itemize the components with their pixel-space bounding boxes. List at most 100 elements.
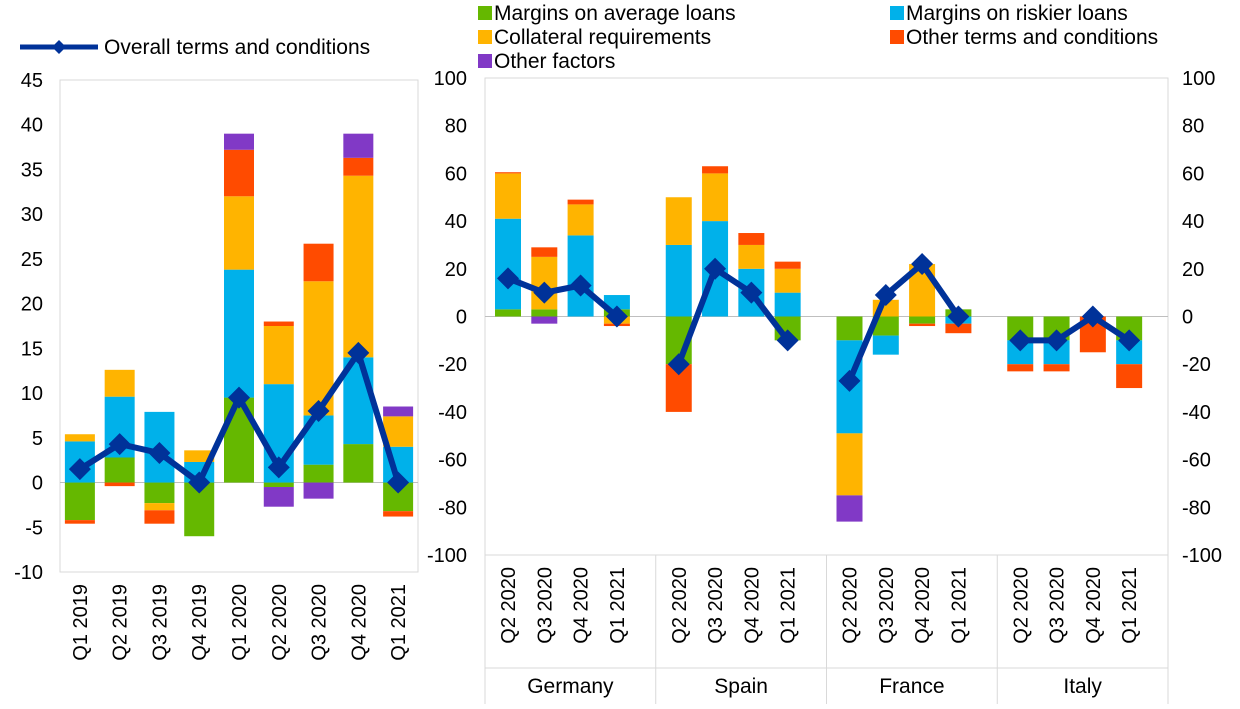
right-bar-segment-other (909, 323, 936, 327)
right-ytick-label-right: -80 (1182, 497, 1211, 519)
left-bar-segment-coll (144, 503, 175, 511)
legend-swatch-other (890, 30, 904, 44)
right-ytick-label-right: -40 (1182, 402, 1211, 424)
right-category-label: Q3 2020 (705, 567, 727, 644)
left-bar-segment-other (303, 243, 334, 282)
right-category-label: Q4 2020 (1083, 567, 1105, 644)
right-ytick-label-left: 60 (445, 163, 467, 185)
legend-label-coll: Collateral requirements (494, 26, 711, 49)
right-overall-line (846, 261, 961, 383)
right-overall-point (947, 305, 970, 328)
right-bar-segment-avg (531, 309, 558, 317)
left-bar-segment-risk (224, 269, 254, 398)
left-bar-segment-factors (303, 482, 334, 499)
left-bar-segment-factors (343, 133, 374, 158)
left-overall-point (108, 433, 131, 456)
right-overall-point (1118, 329, 1141, 352)
legend-swatch-avg (478, 6, 492, 20)
left-bar-segment-avg (343, 444, 374, 483)
left-bar-segment-other (263, 321, 294, 326)
left-ytick-label: 0 (32, 473, 43, 495)
right-bar-segment-other (738, 233, 765, 245)
right-bar-segment-risk (665, 244, 692, 317)
right-overall-line (506, 275, 619, 319)
right-bar-segment-avg (836, 316, 863, 341)
right-bar-segment-other (567, 199, 594, 205)
right-bar-segment-avg (495, 309, 521, 317)
left-bars (64, 133, 414, 537)
right-chart-panel: -100 -100 -80 -80 -60 -60 -40 -40 -20 -20 0 0 20 20 40… (427, 68, 1222, 704)
left-bar-segment-avg (303, 464, 334, 483)
right-bar-segment-risk (1007, 340, 1034, 365)
right-category-label: Q4 2020 (912, 567, 934, 644)
legend-label-overall: Overall terms and conditions (104, 36, 370, 59)
left-bar-segment-avg (104, 457, 135, 483)
right-bar-segment-coll (702, 173, 729, 222)
right-ytick-label-left: 0 (456, 307, 467, 329)
right-bar-segment-coll (665, 197, 692, 245)
right-overall-point (776, 329, 799, 352)
group-label: Italy (1063, 675, 1102, 698)
right-bar-segment-other (495, 172, 521, 174)
right-category-label: Q2 2020 (840, 567, 862, 644)
left-category-label: Q2 2019 (110, 584, 132, 661)
right-overall-point (667, 353, 690, 376)
left-overall-point (347, 341, 370, 364)
right-category-label: Q3 2020 (1047, 567, 1069, 644)
left-ytick-label: 5 (32, 428, 43, 450)
left-bar-segment-coll (104, 369, 135, 397)
legend-swatch-coll (478, 30, 492, 44)
right-ytick-label-left: -100 (427, 545, 467, 567)
right-overall-point (1081, 305, 1104, 328)
right-overall-point (1045, 329, 1068, 352)
right-category-label: Q2 2020 (498, 567, 520, 644)
right-category-label: Q1 2021 (948, 567, 970, 644)
right-bar-segment-other (1007, 364, 1034, 372)
group-spain: Q2 2020 Q3 2020 Q4 2020 Q1 2021 Spain (665, 166, 801, 698)
left-bar-segment-avg (144, 482, 175, 504)
right-ytick-label-right: 40 (1182, 211, 1204, 233)
left-ytick-label: 40 (21, 115, 43, 137)
legend-swatch-risk (890, 6, 904, 20)
left-bar-segment-factors (383, 406, 414, 417)
right-ytick-label-left: 100 (434, 68, 467, 90)
right-ytick-label-right: 20 (1182, 259, 1204, 281)
legend-item-avg: Margins on average loans (478, 2, 736, 25)
left-bar-segment-factors (263, 487, 294, 507)
right-bar-segment-other (945, 323, 972, 334)
right-ytick-label-left: -60 (438, 450, 467, 472)
left-bar-segment-other (104, 482, 135, 487)
left-overall-point (387, 471, 410, 494)
legend-item-risk: Margins on riskier loans (890, 2, 1128, 25)
right-overall-point (497, 267, 519, 290)
left-bar-segment-other (383, 511, 414, 517)
left-category-label: Q3 2020 (309, 584, 331, 661)
group-label: Spain (714, 675, 768, 698)
left-bar-segment-other (144, 510, 175, 524)
left-ytick-label: 20 (21, 294, 43, 316)
left-ytick-label: -10 (14, 562, 43, 584)
right-overall-point (533, 281, 556, 304)
right-bar-segment-coll (495, 173, 521, 219)
right-category-label: Q1 2021 (778, 567, 800, 644)
right-bar-segment-risk (774, 292, 801, 317)
legend-line-marker (52, 40, 66, 54)
left-overall-point (267, 456, 290, 479)
group-label: Germany (527, 675, 614, 698)
right-category-label: Q2 2020 (669, 567, 691, 644)
group-france: Q2 2020 Q3 2020 Q4 2020 Q1 2021 France (836, 253, 972, 698)
right-overall-line (1020, 313, 1131, 344)
right-category-label: Q1 2021 (1119, 567, 1141, 644)
left-category-label: Q2 2020 (269, 584, 291, 661)
right-bar-segment-coll (567, 204, 594, 236)
left-ytick-label: 30 (21, 204, 43, 226)
right-category-label: Q2 2020 (1010, 567, 1032, 644)
right-bar-segment-coll (774, 268, 801, 293)
left-ytick-label: 10 (21, 383, 43, 405)
right-ytick-label-right: 80 (1182, 116, 1204, 138)
right-bar-segment-avg (909, 316, 936, 324)
right-bar-segment-risk (495, 218, 521, 310)
left-chart-panel: -10 -5 0 5 10 15 20 25 30 35 40 45 Q1 2019 Q2 2019 Q3 … (14, 70, 419, 661)
